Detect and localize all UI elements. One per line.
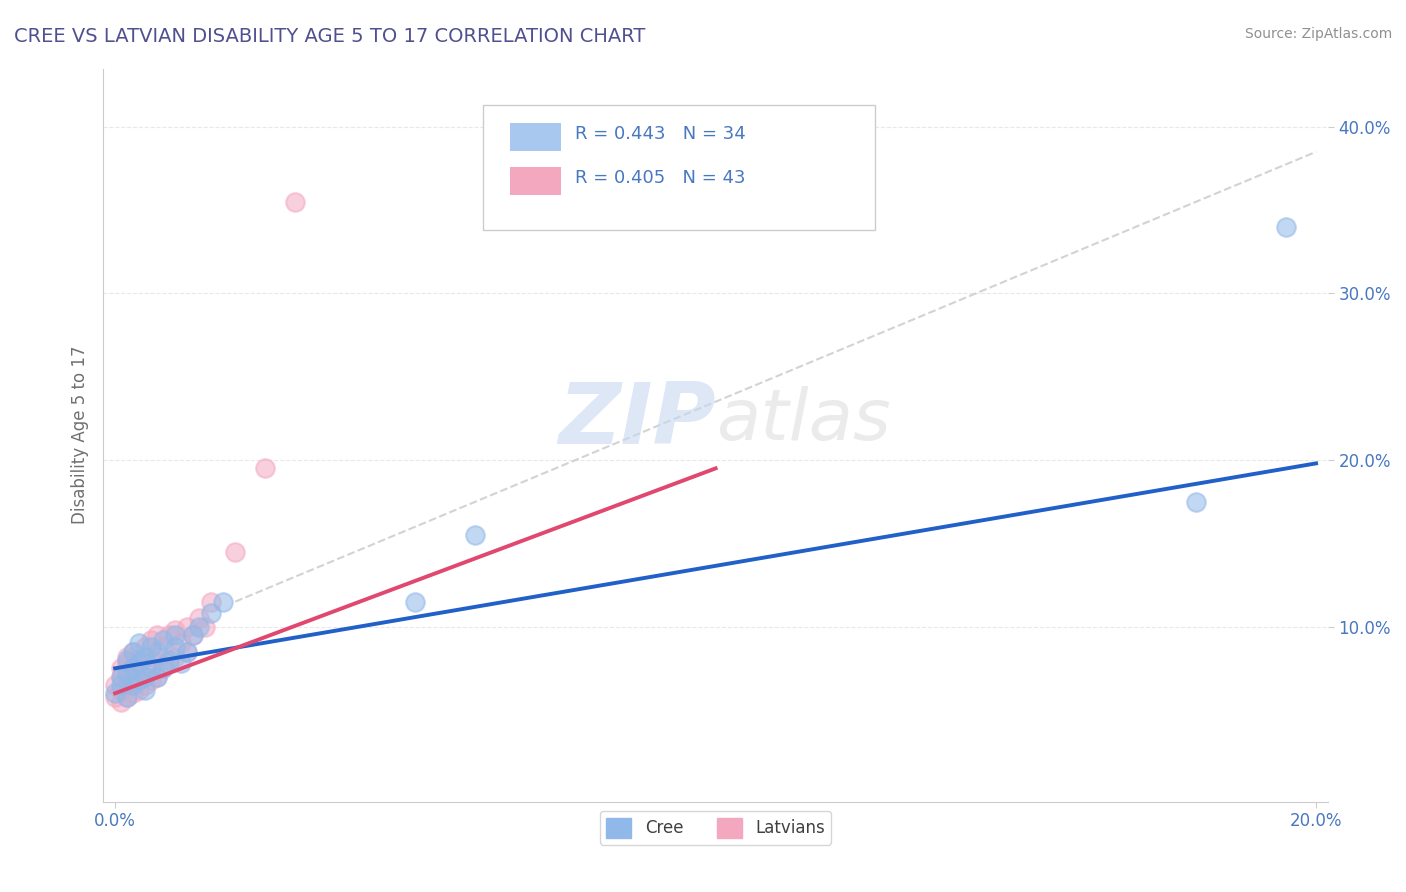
Point xyxy=(157,657,180,671)
Legend: Cree, Latvians: Cree, Latvians xyxy=(600,811,831,845)
Point xyxy=(404,594,426,608)
Point xyxy=(110,670,132,684)
Point xyxy=(128,636,150,650)
Point xyxy=(194,620,217,634)
Point xyxy=(152,661,174,675)
Point xyxy=(200,594,222,608)
Point xyxy=(110,682,132,697)
Point xyxy=(224,544,246,558)
Point xyxy=(212,594,235,608)
Point xyxy=(115,678,138,692)
Point xyxy=(165,623,187,637)
Point xyxy=(115,649,138,664)
Point xyxy=(157,653,180,667)
Bar xyxy=(510,123,561,151)
Point xyxy=(115,653,138,667)
Point xyxy=(165,649,187,664)
Text: CREE VS LATVIAN DISABILITY AGE 5 TO 17 CORRELATION CHART: CREE VS LATVIAN DISABILITY AGE 5 TO 17 C… xyxy=(14,27,645,45)
Point xyxy=(115,670,138,684)
Point xyxy=(104,686,127,700)
Point xyxy=(134,640,156,654)
Point xyxy=(104,678,127,692)
FancyBboxPatch shape xyxy=(482,105,875,230)
Point xyxy=(170,657,193,671)
Point xyxy=(128,682,150,697)
Point xyxy=(134,682,156,697)
Point xyxy=(104,690,127,704)
Point xyxy=(115,666,138,681)
Point xyxy=(464,528,486,542)
Point xyxy=(146,649,169,664)
Point xyxy=(134,670,156,684)
Point xyxy=(122,661,145,675)
Point xyxy=(115,690,138,704)
Text: atlas: atlas xyxy=(716,386,890,455)
Point xyxy=(128,653,150,667)
Point xyxy=(122,678,145,692)
Point xyxy=(181,628,204,642)
Text: Source: ZipAtlas.com: Source: ZipAtlas.com xyxy=(1244,27,1392,41)
Point xyxy=(1275,219,1298,234)
Point xyxy=(200,607,222,621)
Point xyxy=(284,194,307,209)
Point xyxy=(134,678,156,692)
Point xyxy=(176,645,198,659)
Point xyxy=(110,695,132,709)
Point xyxy=(146,670,169,684)
Point xyxy=(170,636,193,650)
Point xyxy=(122,673,145,687)
Point xyxy=(128,673,150,687)
Point xyxy=(141,673,163,687)
Text: ZIP: ZIP xyxy=(558,379,716,462)
Point xyxy=(122,686,145,700)
Point xyxy=(110,678,132,692)
Point xyxy=(141,661,163,675)
Text: R = 0.405   N = 43: R = 0.405 N = 43 xyxy=(575,169,745,187)
Point xyxy=(146,645,169,659)
Point xyxy=(115,690,138,704)
Point xyxy=(141,653,163,667)
Point xyxy=(152,632,174,647)
Point xyxy=(122,645,145,659)
Point xyxy=(146,670,169,684)
Y-axis label: Disability Age 5 to 17: Disability Age 5 to 17 xyxy=(72,346,89,524)
Point xyxy=(157,628,180,642)
Point xyxy=(165,628,187,642)
Point xyxy=(128,657,150,671)
Point xyxy=(188,611,211,625)
Point xyxy=(188,620,211,634)
Point xyxy=(141,640,163,654)
Point xyxy=(176,645,198,659)
Point xyxy=(115,657,138,671)
Point xyxy=(181,628,204,642)
Text: R = 0.443   N = 34: R = 0.443 N = 34 xyxy=(575,126,745,144)
Point xyxy=(128,666,150,681)
Point xyxy=(134,649,156,664)
Point xyxy=(110,670,132,684)
Point xyxy=(254,461,277,475)
Point xyxy=(176,620,198,634)
Point xyxy=(165,640,187,654)
Point xyxy=(134,661,156,675)
Point xyxy=(1185,494,1208,508)
Point xyxy=(146,628,169,642)
Point xyxy=(141,632,163,647)
Point xyxy=(152,661,174,675)
Point xyxy=(152,640,174,654)
Point xyxy=(110,661,132,675)
Point xyxy=(122,661,145,675)
Point xyxy=(122,645,145,659)
Bar xyxy=(510,167,561,194)
